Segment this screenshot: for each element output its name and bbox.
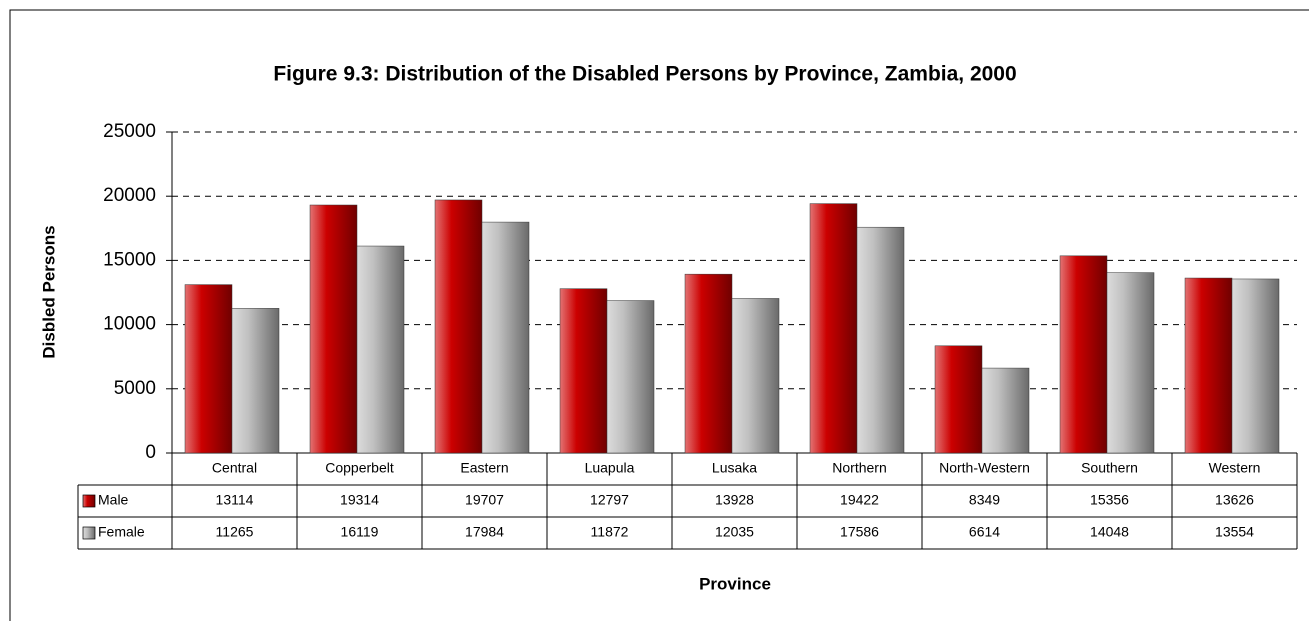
bar	[856, 226, 905, 454]
table-value: 13114	[216, 492, 254, 508]
table-value: 12797	[590, 492, 629, 508]
x-tick-label: Western	[1209, 460, 1261, 476]
table-value: 11265	[216, 524, 254, 540]
bar	[231, 308, 280, 454]
table-value: 19707	[465, 492, 504, 508]
x-tick-label: Lusaka	[712, 460, 757, 476]
bar	[981, 367, 1030, 454]
table-value: 6614	[969, 524, 1000, 540]
legend-swatch	[82, 494, 96, 508]
bar	[434, 199, 483, 454]
bar	[731, 298, 780, 454]
bar	[559, 288, 608, 454]
y-tick-label: 20000	[103, 185, 156, 206]
bar	[1184, 277, 1233, 454]
bar	[1231, 278, 1280, 454]
legend-label: Female	[98, 524, 145, 540]
x-axis-title: Province	[699, 574, 771, 593]
table-value: 13928	[715, 492, 754, 508]
chart-title: Figure 9.3: Distribution of the Disabled…	[273, 63, 1016, 86]
bar	[356, 245, 405, 454]
x-tick-label: Central	[212, 460, 257, 476]
table-value: 19422	[840, 492, 879, 508]
bar	[809, 203, 858, 454]
x-tick-label: Luapula	[585, 460, 635, 476]
table-value: 13626	[1215, 492, 1254, 508]
bar	[606, 300, 655, 454]
bar	[309, 204, 358, 454]
x-tick-label: Eastern	[460, 460, 508, 476]
table-value: 15356	[1090, 492, 1129, 508]
legend-swatch	[82, 526, 96, 540]
table-value: 12035	[715, 524, 754, 540]
table-value: 17984	[465, 524, 504, 540]
y-axis-title: Disbled Persons	[39, 225, 58, 358]
y-tick-label: 10000	[103, 314, 156, 335]
x-tick-label: Northern	[832, 460, 886, 476]
y-tick-label: 0	[145, 442, 156, 463]
y-tick-label: 15000	[103, 249, 156, 270]
table-value: 16119	[341, 524, 379, 540]
table-value: 13554	[1215, 524, 1254, 540]
x-tick-label: Southern	[1081, 460, 1138, 476]
table-value: 19314	[340, 492, 379, 508]
bar	[481, 221, 530, 454]
y-tick-label: 5000	[114, 378, 156, 399]
bar	[934, 345, 983, 454]
bar	[684, 273, 733, 454]
x-tick-label: Copperbelt	[325, 460, 394, 476]
table-value: 8349	[969, 492, 1000, 508]
x-tick-label: North-Western	[939, 460, 1030, 476]
table-value: 17586	[840, 524, 879, 540]
bar	[1106, 272, 1155, 454]
bar	[1059, 255, 1108, 454]
table-value: 11872	[591, 524, 629, 540]
bar	[184, 284, 233, 454]
table-value: 14048	[1090, 524, 1129, 540]
y-tick-label: 25000	[103, 121, 156, 142]
legend-label: Male	[98, 492, 129, 508]
